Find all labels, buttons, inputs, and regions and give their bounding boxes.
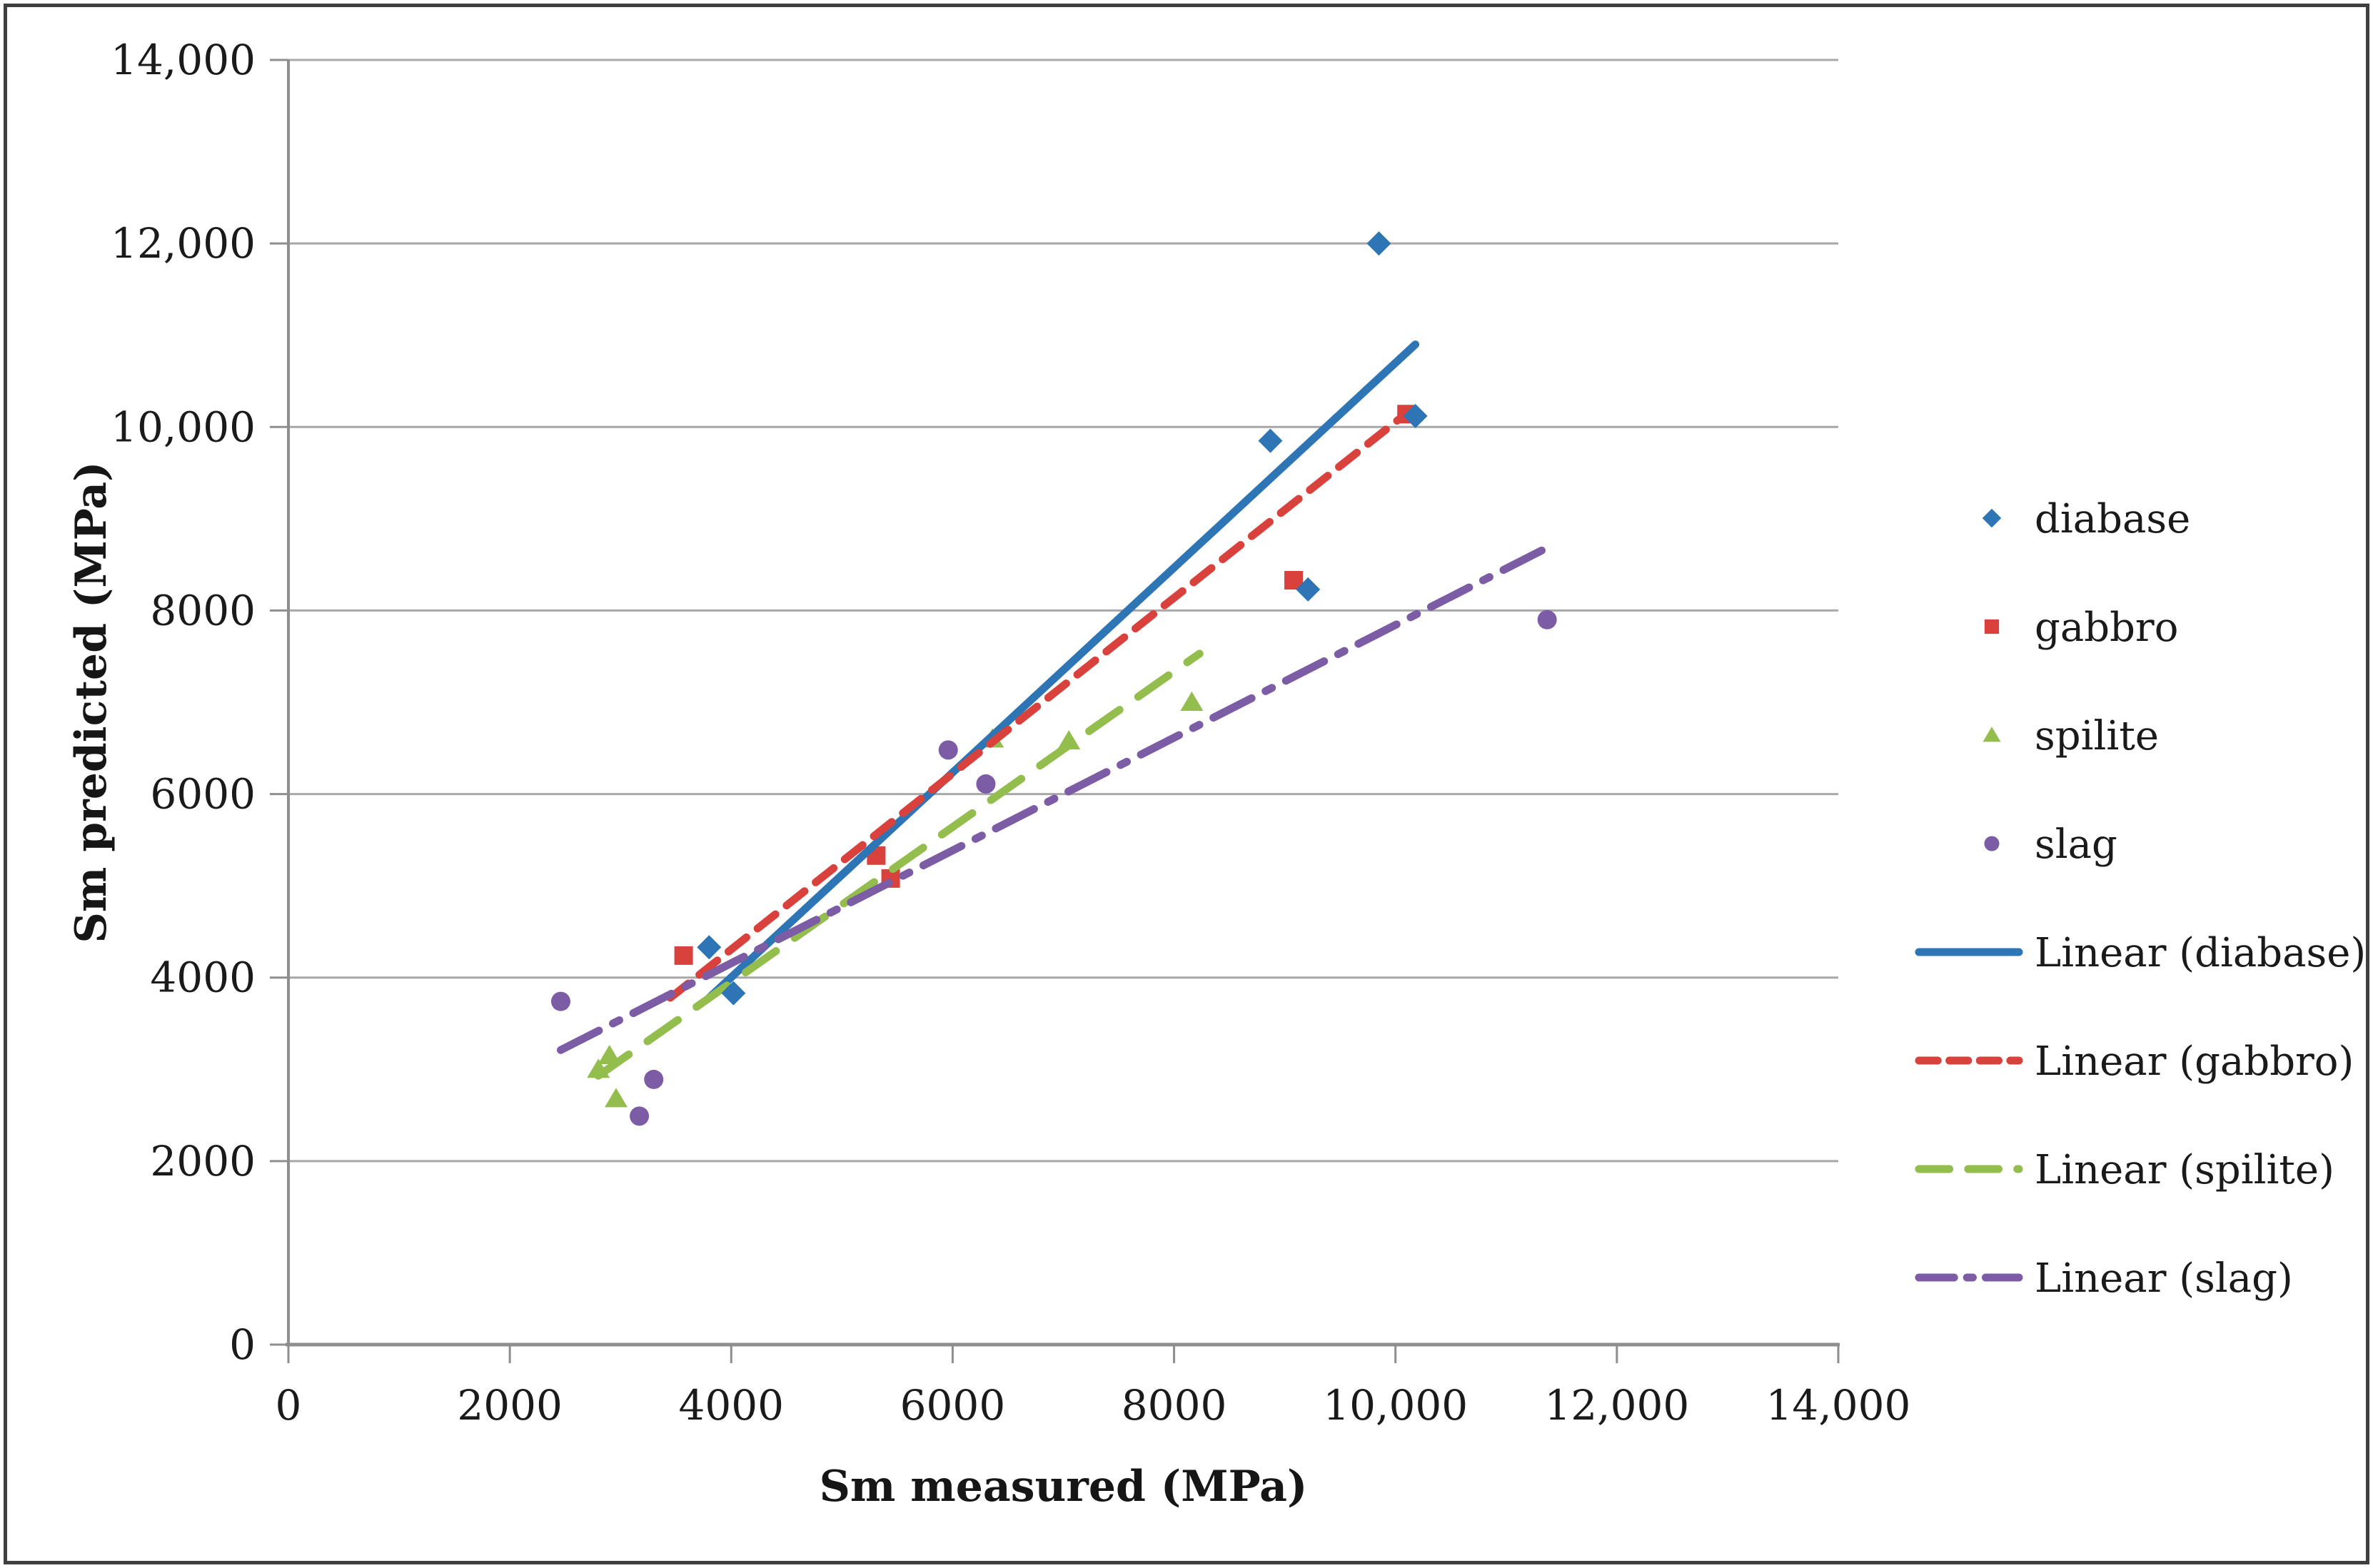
data-point-spilite — [1180, 692, 1204, 711]
x-tick-label: 12,000 — [1544, 1381, 1689, 1430]
data-point-diabase — [1366, 231, 1391, 256]
legend-item-linear-spilite: Linear (spilite) — [1915, 1147, 2334, 1193]
legend-item-linear-diabase: Linear (diabase) — [1915, 930, 2366, 976]
trendline-diabase — [705, 340, 1420, 1002]
trendline-slag — [556, 546, 1547, 1054]
y-tick-label: 2000 — [150, 1137, 256, 1185]
data-point-diabase — [1296, 577, 1321, 602]
legend-label: Linear (slag) — [2035, 1255, 2293, 1302]
legend-marker-triangle-icon — [1982, 727, 2001, 742]
x-tick-label: 4000 — [678, 1381, 784, 1430]
y-tick-label: 10,000 — [111, 403, 256, 451]
data-point-slag — [1537, 610, 1557, 629]
legend-item-diabase: diabase — [1982, 496, 2190, 542]
legend-label: spilite — [2035, 713, 2159, 759]
x-tick-label: 10,000 — [1323, 1381, 1468, 1430]
legend-item-spilite: spilite — [1982, 713, 2159, 759]
legend-label: diabase — [2035, 496, 2190, 542]
legend-item-gabbro: gabbro — [1984, 605, 2178, 651]
legend-label: gabbro — [2035, 605, 2178, 651]
legend-item-linear-gabbro: Linear (gabbro) — [1915, 1038, 2354, 1085]
y-tick-label: 14,000 — [111, 36, 256, 84]
legend-item-linear-slag: Linear (slag) — [1915, 1255, 2293, 1302]
y-tick-label: 6000 — [150, 770, 256, 819]
x-tick-label: 14,000 — [1766, 1381, 1911, 1430]
legend-marker-circle-icon — [1984, 836, 2000, 851]
data-point-diabase — [697, 935, 722, 960]
data-point-gabbro — [674, 946, 693, 965]
x-axis-title: Sm measured (MPa) — [819, 1462, 1308, 1512]
data-point-slag — [550, 991, 570, 1011]
y-axis-title: Sm predicted (MPa) — [66, 461, 116, 944]
trendline-gabbro — [666, 409, 1411, 1002]
legend-label: Linear (spilite) — [2035, 1147, 2334, 1193]
legend-label: slag — [2035, 821, 2117, 868]
x-tick-label: 8000 — [1122, 1381, 1227, 1430]
legend-marker-diamond-icon — [1982, 508, 2002, 528]
x-tick-label: 0 — [276, 1381, 302, 1430]
data-point-slag — [644, 1069, 664, 1089]
legend-marker-square-icon — [1984, 619, 2000, 634]
data-point-slag — [630, 1106, 650, 1126]
data-point-slag — [938, 740, 958, 760]
data-point-diabase — [1403, 403, 1428, 428]
legend-item-slag: slag — [1984, 821, 2117, 868]
y-tick-label: 4000 — [150, 954, 256, 1002]
data-point-diabase — [721, 981, 746, 1006]
data-point-diabase — [1258, 428, 1283, 453]
y-tick-label: 0 — [229, 1320, 256, 1369]
legend-label: Linear (gabbro) — [2035, 1038, 2354, 1085]
data-point-slag — [976, 774, 996, 794]
y-tick-label: 8000 — [150, 586, 256, 634]
x-tick-label: 2000 — [457, 1381, 563, 1430]
trendline-spilite — [594, 649, 1204, 1080]
data-point-gabbro — [1284, 571, 1304, 590]
y-tick-label: 12,000 — [111, 219, 256, 268]
data-point-spilite — [1057, 730, 1081, 749]
legend-label: Linear (diabase) — [2035, 930, 2366, 976]
data-point-spilite — [605, 1088, 628, 1108]
x-tick-label: 6000 — [900, 1381, 1006, 1430]
